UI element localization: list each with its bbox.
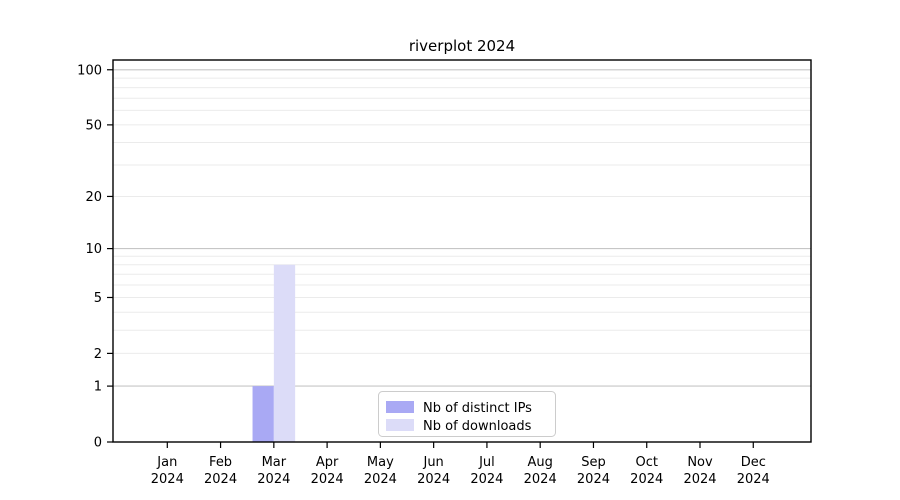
tick-marks <box>107 69 754 448</box>
x-tick-label-year: 2024 <box>470 472 503 487</box>
x-tick-label-month: May <box>367 455 394 470</box>
legend-swatch-distinct-ips <box>386 401 414 413</box>
gridlines <box>113 69 811 387</box>
x-tick-label-year: 2024 <box>577 472 610 487</box>
x-tick-label-month: Nov <box>687 455 713 470</box>
x-tick-label-year: 2024 <box>683 472 716 487</box>
y-tick-label: 100 <box>77 63 102 78</box>
legend: Nb of distinct IPs Nb of downloads <box>378 391 556 437</box>
bars <box>252 264 296 442</box>
x-tick-label-month: Dec <box>741 455 766 470</box>
x-tick-label-year: 2024 <box>257 472 290 487</box>
y-tick-label: 10 <box>85 242 102 257</box>
y-tick-label: 5 <box>94 291 102 306</box>
y-tick-label: 0 <box>94 436 102 451</box>
bar-downloads <box>273 264 296 442</box>
x-tick-label-year: 2024 <box>524 472 557 487</box>
legend-label-downloads: Nb of downloads <box>423 419 532 434</box>
x-tick-label-month: Mar <box>262 455 287 470</box>
x-tick-label-month: Jan <box>156 455 177 470</box>
axes <box>112 59 812 443</box>
x-tick-label-year: 2024 <box>630 472 663 487</box>
x-tick-label-month: Apr <box>316 455 339 470</box>
legend-box <box>378 391 556 437</box>
chart-title: riverplot 2024 <box>409 37 515 55</box>
x-tick-label-year: 2024 <box>364 472 397 487</box>
x-tick-label-year: 2024 <box>417 472 450 487</box>
x-tick-label-year: 2024 <box>737 472 770 487</box>
y-tick-label: 20 <box>85 190 102 205</box>
x-tick-label-month: Oct <box>635 455 657 470</box>
legend-swatch-downloads <box>386 419 414 431</box>
x-tick-label-month: Jul <box>478 455 495 470</box>
x-tick-label-year: 2024 <box>311 472 344 487</box>
x-tick-label-month: Feb <box>209 455 232 470</box>
y-tick-label: 2 <box>94 347 102 362</box>
y-tick-label: 1 <box>94 380 102 395</box>
legend-label-distinct-ips: Nb of distinct IPs <box>423 401 532 416</box>
x-tick-label-month: Jun <box>422 455 443 470</box>
y-tick-label: 50 <box>85 118 102 133</box>
x-tick-label-month: Sep <box>581 455 606 470</box>
y-tick-labels: 0 1 2 5 10 20 50 100 <box>77 63 102 450</box>
bar-distinct-ips <box>252 386 274 442</box>
x-tick-label-year: 2024 <box>204 472 237 487</box>
plot-border <box>112 59 812 443</box>
x-tick-labels: Jan 2024 Feb 2024 Mar 2024 Apr 2024 May 2024 Jun 20… <box>151 455 770 487</box>
x-tick-label-month: Aug <box>527 455 552 470</box>
x-tick-label-year: 2024 <box>151 472 184 487</box>
